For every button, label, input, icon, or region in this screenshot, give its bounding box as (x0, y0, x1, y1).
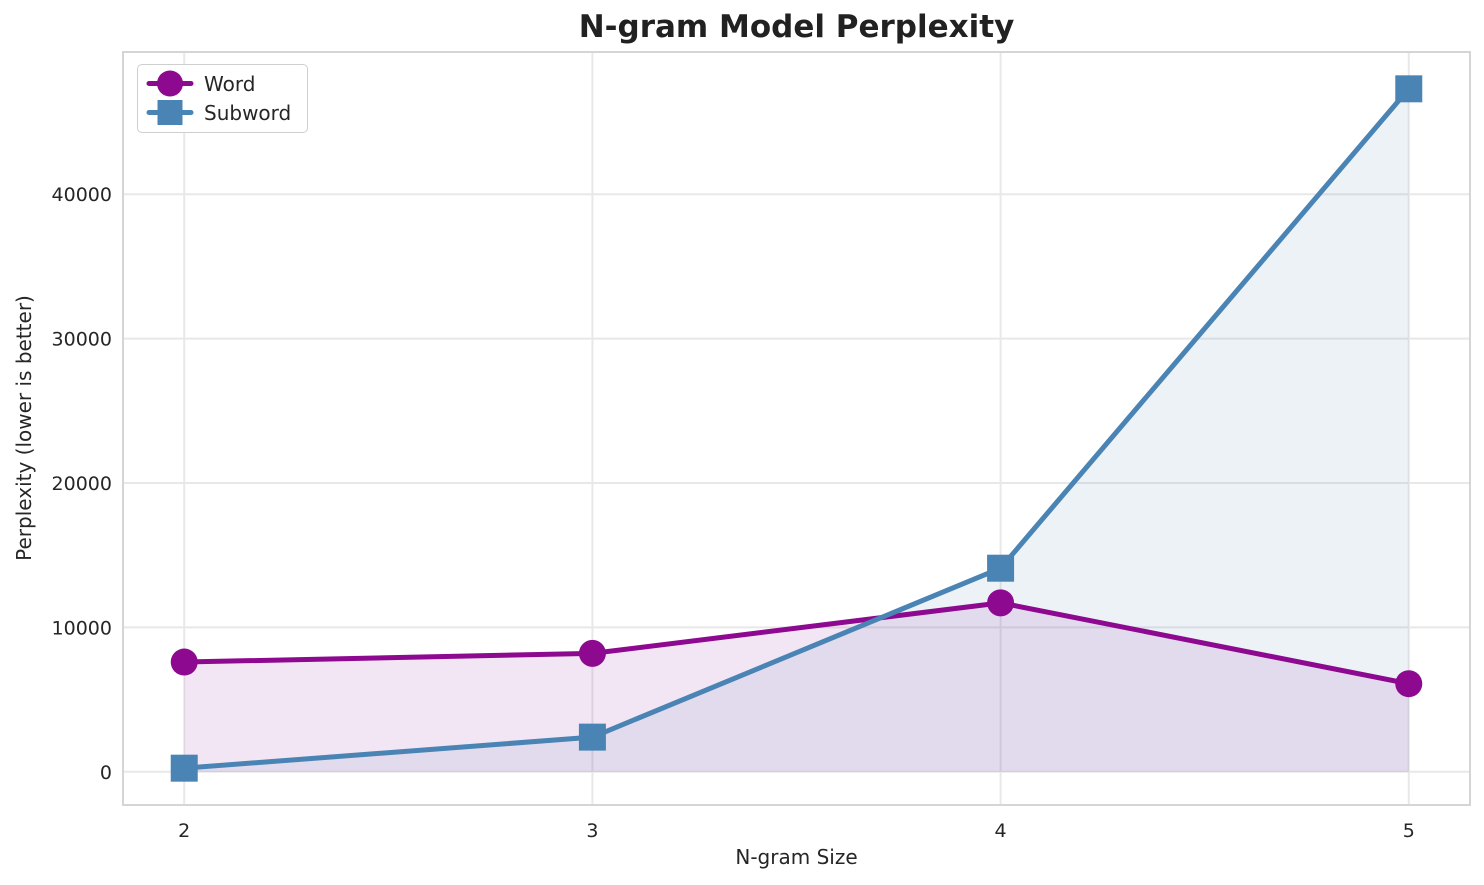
x-tick-label: 4 (995, 820, 1007, 842)
subword-legend-marker-icon (146, 100, 194, 125)
x-tick-label: 3 (586, 820, 598, 842)
plot-border (122, 51, 1471, 806)
legend-label-subword: Subword (204, 100, 292, 125)
subword-data-point (1395, 75, 1423, 103)
y-tick-label: 20000 (52, 473, 112, 495)
subword-data-point (987, 554, 1015, 582)
subword-line (181, 86, 1412, 771)
word-data-point (170, 648, 198, 676)
subword-data-point (170, 754, 198, 782)
word-area-fill (184, 602, 1409, 772)
word-data-point (578, 639, 606, 667)
legend-item-word: Word (146, 69, 291, 98)
chart-title: N-gram Model Perplexity (578, 9, 1015, 45)
x-tick-label: 5 (1403, 820, 1415, 842)
word-legend-marker-icon (146, 70, 194, 97)
x-axis-label: N-gram Size (735, 845, 858, 869)
x-tick-label: 2 (178, 820, 190, 842)
subword-data-point (578, 723, 606, 751)
word-data-point (987, 589, 1015, 617)
y-tick-label: 40000 (52, 184, 112, 206)
subword-area-fill (184, 88, 1409, 772)
word-data-point (1395, 670, 1423, 698)
legend-label-word: Word (204, 71, 256, 96)
word-line (181, 600, 1412, 687)
legend: Word Subword (137, 64, 309, 133)
y-tick-label: 30000 (52, 329, 112, 351)
legend-item-subword: Subword (146, 98, 291, 127)
y-tick-label: 10000 (52, 617, 112, 639)
y-tick-label: 0 (100, 762, 112, 784)
